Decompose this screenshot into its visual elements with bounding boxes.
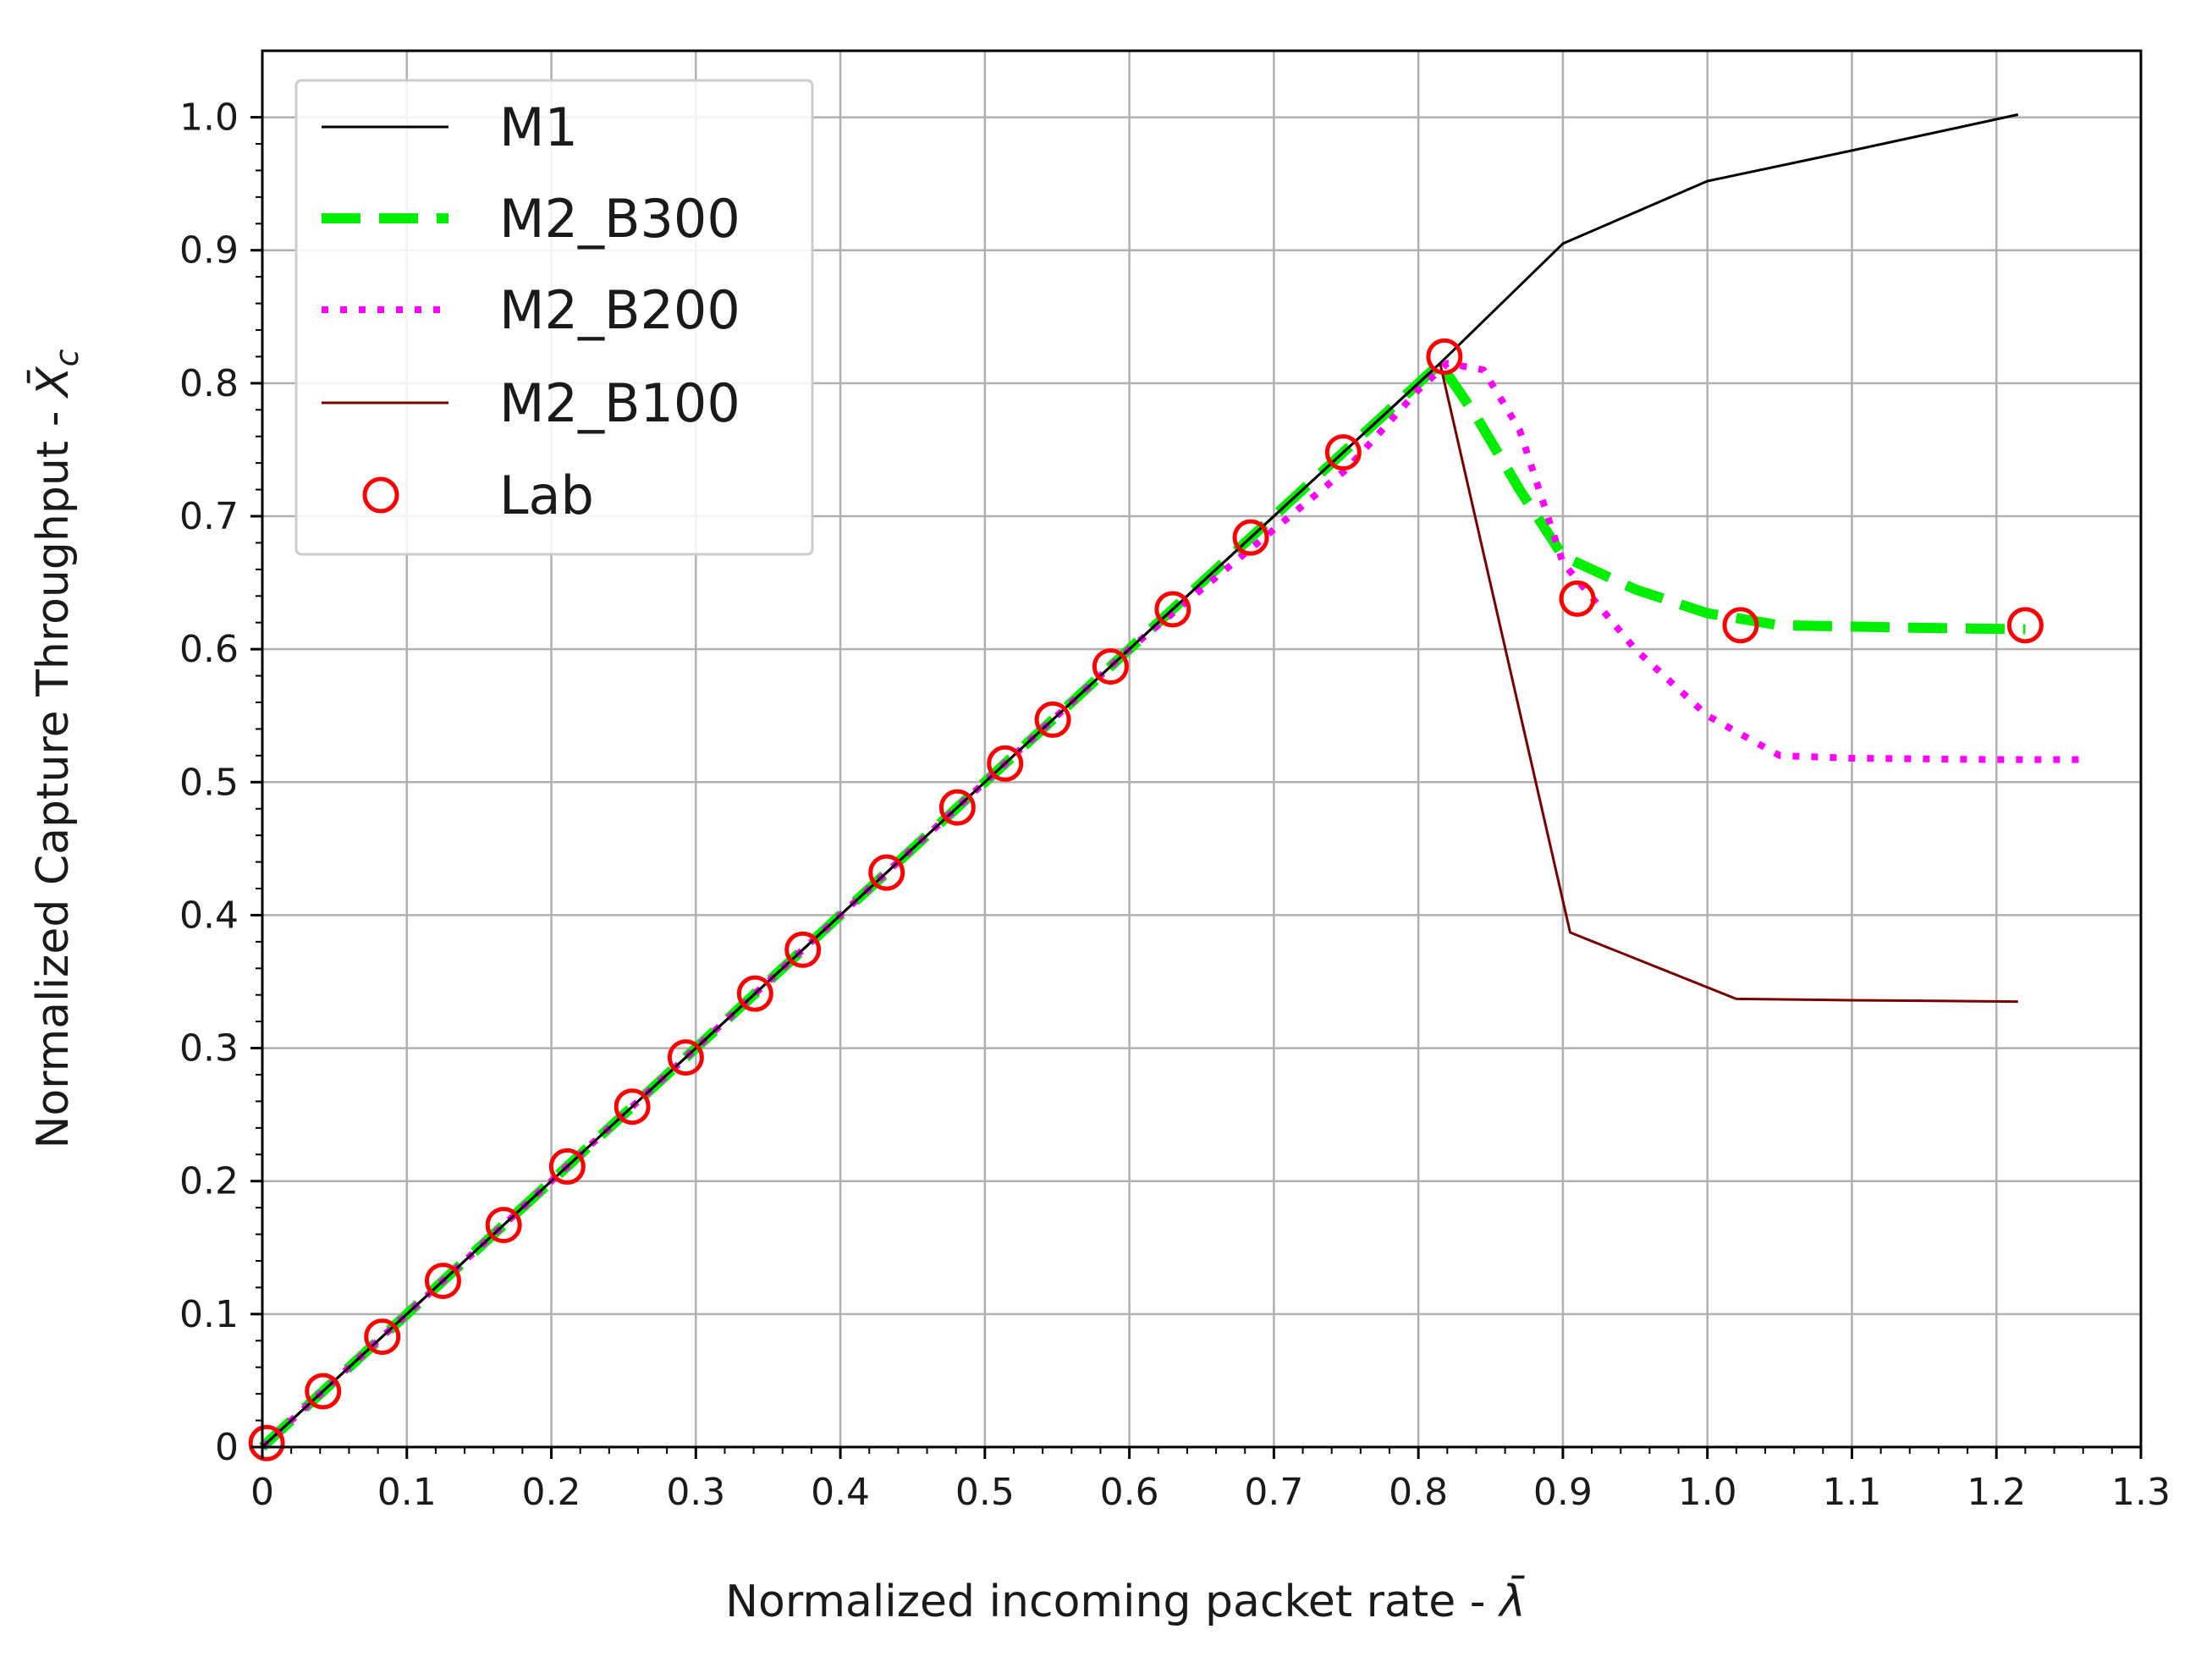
y-tick-label: 1.0: [179, 96, 239, 140]
x-tick-label: 0.1: [377, 1471, 437, 1514]
point-lab: [548, 1147, 586, 1185]
x-tick-label: 1.2: [1967, 1471, 2026, 1514]
y-tick-label: 0.8: [179, 362, 239, 405]
y-tick-label: 0.2: [179, 1160, 239, 1203]
point-lab: [305, 1373, 342, 1410]
y-tick-label: 0.6: [179, 628, 239, 671]
point-lab: [784, 931, 822, 968]
point-lab: [485, 1207, 522, 1244]
x-tick-label: 0.9: [1533, 1471, 1593, 1514]
x-tick-label: 0.4: [811, 1471, 870, 1514]
point-lab: [1559, 580, 1596, 617]
point-lab: [1092, 648, 1129, 685]
series-line-m1: [261, 113, 2019, 1449]
y-tick-label: 0.1: [179, 1293, 239, 1336]
point-lab: [667, 1039, 704, 1076]
legend-box: [294, 79, 814, 556]
x-axis-label: Normalized incoming packet rate - λ̄: [725, 1576, 1526, 1627]
x-tick-label: 0.7: [1244, 1471, 1303, 1514]
point-lab: [424, 1263, 461, 1300]
point-lab: [248, 1424, 285, 1461]
point-lab: [364, 1318, 401, 1356]
point-lab: [736, 975, 773, 1012]
legend-label-m2-b200: M2_B200: [499, 279, 740, 341]
y-tick-label: 0.5: [179, 761, 239, 804]
y-tick-label: 0.3: [179, 1027, 239, 1070]
point-lab: [1232, 519, 1269, 556]
legend-marker-lab: [362, 476, 399, 514]
point-lab: [1324, 434, 1362, 471]
legend-label-lab: Lab: [499, 465, 594, 526]
x-tick-label: 0.6: [1100, 1471, 1159, 1514]
series-line-m2-b200: [260, 360, 2083, 1450]
y-axis-label: Normalized Capture Throughput - X̄c: [27, 349, 85, 1148]
point-lab: [1722, 607, 1759, 644]
x-tick-label: 0.5: [955, 1471, 1015, 1514]
ticks: 0 0.1 0.2 0.3 0.4 0.5 0.6 0.7 0.8 0.9 1.0 1.1 1.2 1.3…: [179, 96, 2171, 1514]
x-tick-label: 0: [250, 1471, 274, 1514]
legend-label-m2-b300: M2_B300: [499, 188, 740, 250]
point-lab: [2006, 607, 2044, 644]
legend-label-m1: M1: [499, 96, 578, 158]
legend-label-m2-b100: M2_B100: [499, 372, 740, 434]
point-lab: [1426, 338, 1463, 375]
point-lab: [868, 854, 905, 891]
y-tick-label: 0: [215, 1426, 239, 1469]
x-tick-label: 1.1: [1822, 1471, 1881, 1514]
plot-frame: [261, 49, 2143, 1449]
y-tick-label: 0.7: [179, 495, 239, 538]
x-tick-label: 0.2: [522, 1471, 581, 1514]
point-lab: [1034, 701, 1071, 738]
point-lab: [987, 745, 1024, 782]
y-tick-label: 0.4: [179, 894, 239, 937]
series-layer: [248, 113, 2083, 1461]
x-tick-label: 1.0: [1678, 1471, 1737, 1514]
point-lab: [1154, 591, 1191, 628]
x-tick-label: 1.3: [2111, 1471, 2171, 1514]
point-lab: [614, 1088, 651, 1125]
point-lab: [938, 789, 976, 826]
x-tick-label: 0.3: [666, 1471, 725, 1514]
legend: M1 M2_B300 M2_B200 M2_B100 Lab: [294, 79, 814, 556]
y-tick-label: 0.9: [179, 229, 239, 272]
x-tick-label: 0.8: [1389, 1471, 1448, 1514]
